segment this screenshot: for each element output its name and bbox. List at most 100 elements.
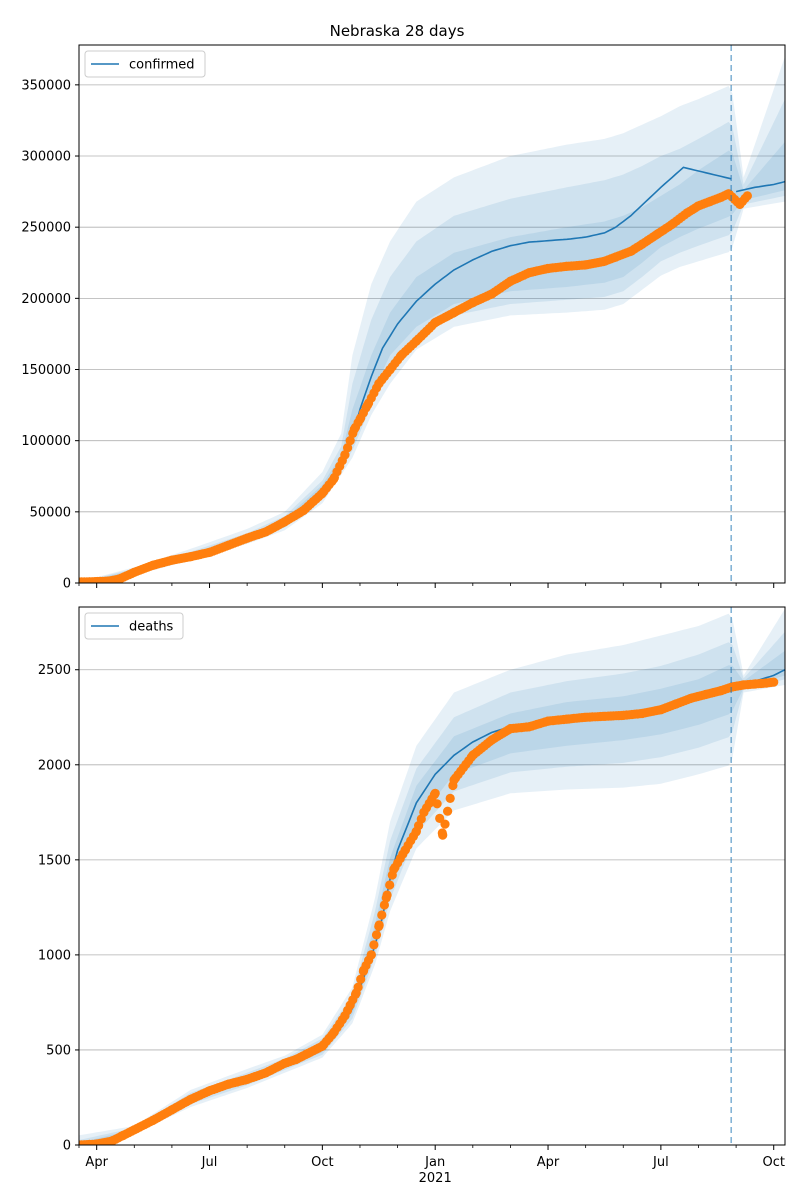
axes-frame (78, 606, 786, 1146)
x-tick-sublabel: 2021 (419, 1171, 452, 1186)
observed-point (299, 505, 309, 515)
observed-point (129, 1125, 139, 1135)
y-tick-label: 50000 (30, 505, 71, 520)
observed-point (468, 750, 478, 760)
y-tick-label: 1500 (38, 853, 71, 868)
observed-point (329, 1028, 339, 1038)
observed-point (349, 424, 359, 434)
observed-point (652, 229, 662, 239)
confirmed-panel: 0 50000 100000 150000 200000 250000 300000 3500… (21, 44, 786, 592)
observed-point (261, 527, 271, 537)
observed-point (291, 1054, 301, 1065)
observed-point (419, 807, 429, 817)
observed-point (693, 201, 704, 211)
observed-point (369, 940, 379, 950)
observed-point (396, 350, 406, 360)
observed-point (329, 474, 339, 484)
observed-point (374, 921, 384, 932)
observed-point (107, 1136, 117, 1145)
observed-point (362, 400, 373, 410)
observed-point (148, 560, 158, 570)
observed-point (186, 552, 196, 562)
observed-point (103, 576, 113, 583)
observed-point (430, 788, 440, 798)
observed-point (599, 256, 610, 266)
uncertainty-band-3 (79, 650, 785, 1145)
observed-point (385, 880, 395, 890)
observed-point (186, 1094, 196, 1104)
observed-point (739, 680, 749, 690)
observed-point (167, 1105, 177, 1115)
observed-point (445, 793, 455, 804)
observed-point (204, 547, 215, 558)
observed-point (524, 268, 534, 278)
observed-point (340, 1011, 350, 1021)
observed-point (667, 219, 677, 229)
observed-point (543, 263, 553, 274)
observed-point (242, 1074, 252, 1084)
observed-point (223, 1079, 233, 1089)
observed-point (302, 1049, 312, 1059)
observed-point (581, 260, 591, 270)
observed-point (430, 317, 440, 328)
observed-point (366, 950, 376, 960)
observed-point (389, 864, 399, 874)
observed-point (371, 930, 382, 940)
observed-point (92, 1139, 102, 1145)
observed-point (761, 678, 771, 688)
y-tick-label: 250000 (21, 221, 71, 236)
observed-point (716, 192, 726, 202)
uncertainty-band-2 (79, 631, 785, 1145)
observed-point (449, 308, 459, 318)
y-tick-label: 150000 (21, 363, 71, 378)
observed-point (377, 910, 387, 920)
observed-point (626, 246, 636, 256)
axes-frame (78, 44, 786, 584)
observed-point (379, 900, 389, 910)
legend: confirmed (84, 50, 206, 78)
observed-point (280, 517, 290, 527)
x-tick-label: Jul (201, 1155, 218, 1170)
x-tick-label: Oct (762, 1155, 784, 1170)
chart-title: Nebraska 28 days (330, 22, 465, 40)
y-tick-label: 300000 (21, 150, 71, 165)
y-tick-label: 350000 (21, 78, 71, 93)
y-tick-label: 2500 (38, 663, 71, 678)
observed-point (581, 712, 591, 722)
observed-point (204, 1086, 215, 1096)
y-tick-label: 100000 (21, 434, 71, 449)
plot-area (79, 608, 785, 1145)
observed-point (671, 699, 681, 709)
observed-point (716, 686, 726, 696)
observed-point (411, 336, 421, 346)
legend-box (84, 612, 184, 640)
observed-point (411, 826, 421, 836)
x-tick-label: Oct (311, 1155, 333, 1170)
observed-point (686, 693, 696, 703)
observed-point (487, 735, 497, 745)
observed-point (440, 819, 450, 829)
observed-point (524, 722, 534, 732)
observed-point (345, 436, 355, 446)
observed-point (261, 1068, 271, 1078)
observed-point (359, 965, 369, 975)
observed-point (735, 199, 745, 209)
observed-point (656, 705, 666, 715)
legend-label: deaths (129, 620, 174, 635)
observed-point (92, 577, 102, 583)
observed-point (340, 450, 350, 460)
y-tick-label: 200000 (21, 292, 71, 307)
x-tick-label: Jul (652, 1155, 669, 1170)
observed-point (701, 689, 711, 700)
observed-point (742, 191, 753, 201)
observed-point (374, 379, 384, 389)
x-tick-label: Apr (537, 1155, 560, 1170)
observed-point (356, 974, 366, 984)
observed-point (487, 289, 497, 299)
observed-point (79, 1140, 84, 1145)
observed-point (438, 830, 448, 840)
legend-box (84, 50, 206, 78)
observed-point (618, 710, 628, 721)
plot-area (79, 56, 785, 583)
